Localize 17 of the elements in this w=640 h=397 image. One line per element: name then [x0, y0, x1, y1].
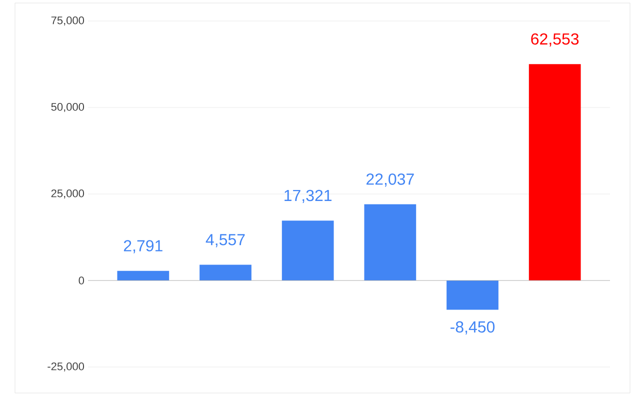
data-label: 2,791 [124, 240, 162, 254]
data-label: -8,450 [450, 321, 495, 334]
y-tick-label: 50,000 [51, 102, 84, 112]
data-label: 17,321 [284, 190, 332, 204]
bar [200, 264, 252, 280]
data-label: 22,037 [366, 174, 414, 187]
bar [117, 270, 170, 280]
bar [446, 280, 498, 310]
data-label: 62,553 [531, 33, 579, 47]
y-tick-label: -25,000 [48, 362, 84, 372]
bar [528, 64, 581, 280]
bar [282, 220, 334, 280]
data-label: 4,557 [206, 234, 245, 248]
y-tick-label: 75,000 [51, 16, 84, 26]
y-tick-label: 25,000 [51, 189, 84, 199]
bar [364, 204, 416, 280]
y-tick-label: 0 [78, 276, 84, 284]
